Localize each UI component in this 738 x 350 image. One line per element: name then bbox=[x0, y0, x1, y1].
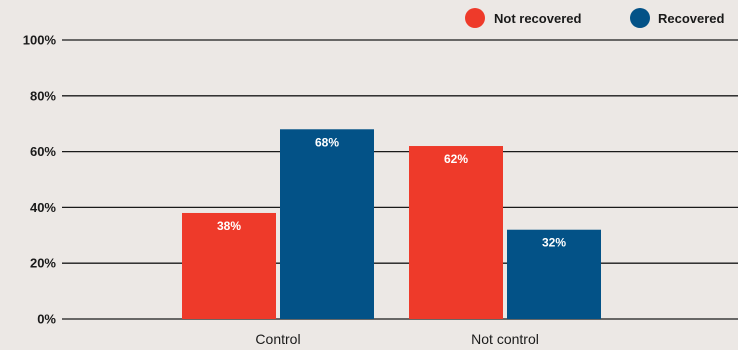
gridlines bbox=[62, 39, 738, 320]
legend-item-not-recovered: Not recovered bbox=[465, 8, 581, 28]
legend-item-recovered: Recovered bbox=[630, 8, 725, 28]
data-labels: 38% 62% 68% 32% bbox=[217, 135, 566, 249]
bar-recovered-control bbox=[280, 129, 374, 319]
data-label: 68% bbox=[315, 135, 339, 149]
data-label: 62% bbox=[444, 152, 468, 166]
y-tick-label: 20% bbox=[30, 256, 56, 271]
bars bbox=[182, 129, 601, 319]
data-label: 38% bbox=[217, 219, 241, 233]
bar-not-recovered-not-control bbox=[409, 146, 503, 319]
x-category-label: Not control bbox=[471, 331, 539, 347]
bar-recovered-not-control bbox=[507, 229, 601, 319]
y-tick-label: 60% bbox=[30, 144, 56, 159]
y-tick-label: 40% bbox=[30, 200, 56, 215]
legend-swatch bbox=[465, 8, 485, 28]
legend-label: Not recovered bbox=[494, 11, 581, 26]
y-tick-label: 100% bbox=[23, 33, 57, 48]
x-category-label: Control bbox=[255, 331, 300, 347]
x-axis-category-labels: Control Not control bbox=[255, 331, 538, 347]
legend: Not recovered Recovered bbox=[465, 8, 725, 28]
y-tick-label: 80% bbox=[30, 88, 56, 103]
y-axis-tick-labels: 0% 20% 40% 60% 80% 100% bbox=[23, 33, 57, 327]
legend-label: Recovered bbox=[658, 11, 725, 26]
data-label: 32% bbox=[542, 236, 566, 250]
legend-swatch bbox=[630, 8, 650, 28]
bar-not-recovered-control bbox=[182, 212, 276, 319]
y-tick-label: 0% bbox=[37, 312, 56, 327]
